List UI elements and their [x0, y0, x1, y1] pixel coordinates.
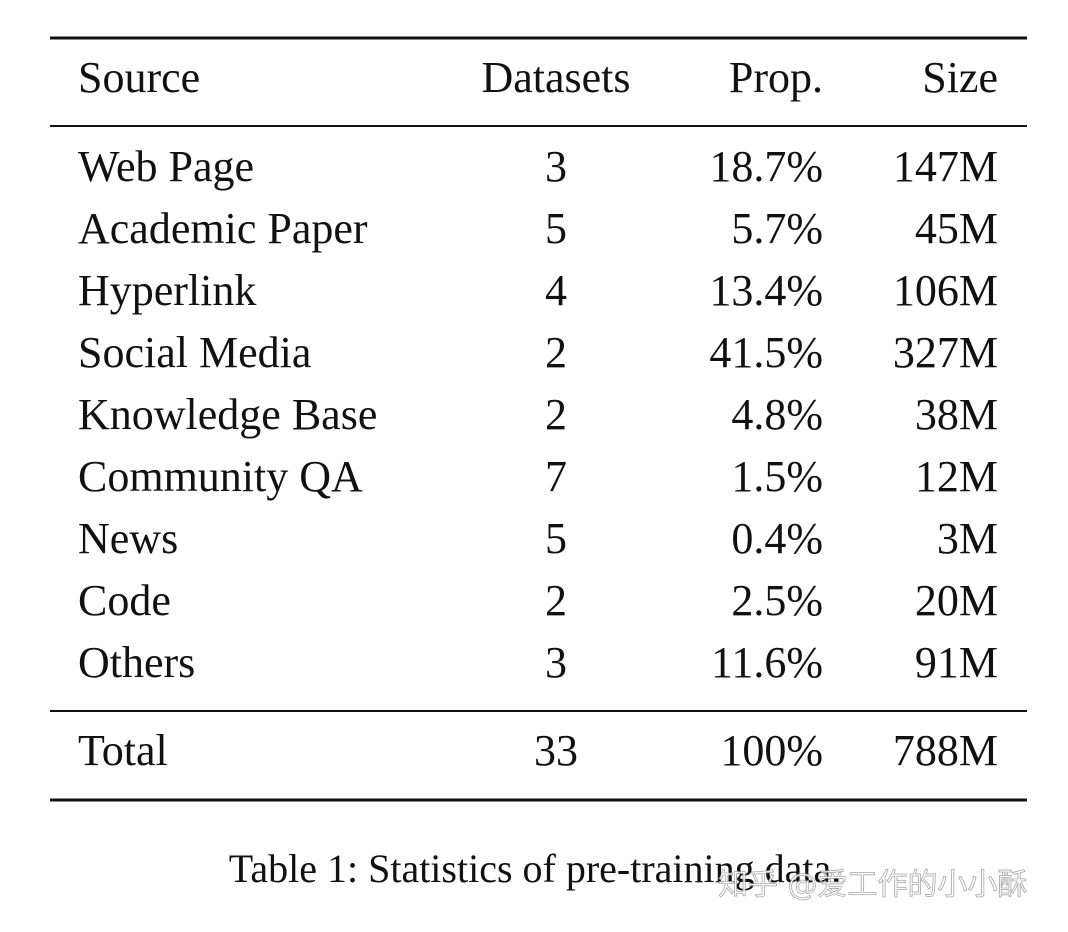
table-cell: 1.5% [731, 452, 823, 501]
table-cell: 0.4% [731, 514, 823, 563]
table-cell: 13.4% [709, 266, 823, 315]
table-cell: Code [78, 576, 171, 625]
table-cell: 3 [545, 638, 567, 687]
table-cell: 2.5% [731, 576, 823, 625]
table-cell: Social Media [78, 328, 311, 377]
table-cell: Others [78, 638, 195, 687]
table-cell: 91M [915, 638, 998, 687]
table-cell: 4.8% [731, 390, 823, 439]
table-cell: 2 [545, 328, 567, 377]
table-cell: Knowledge Base [78, 390, 377, 439]
table-cell: 2 [545, 576, 567, 625]
table-cell: 5 [545, 204, 567, 253]
table-cell: 12M [915, 452, 998, 501]
table-cell: 5.7% [731, 204, 823, 253]
table-cell: 45M [915, 204, 998, 253]
header-cell: Size [922, 53, 998, 102]
header-cell: Prop. [729, 53, 823, 102]
table-cell: 18.7% [709, 142, 823, 191]
caption: Table 1: Statistics of pre-training data… [229, 846, 842, 891]
table-cell: Community QA [78, 452, 363, 501]
table-cell: 327M [893, 328, 998, 377]
table-cell: 106M [893, 266, 998, 315]
table-cell: 20M [915, 576, 998, 625]
header-cell: Source [78, 53, 200, 102]
table-cell: 2 [545, 390, 567, 439]
table-cell: 5 [545, 514, 567, 563]
table-cell: 147M [893, 142, 998, 191]
table-cell: Web Page [78, 142, 254, 191]
table-cell: 11.6% [711, 638, 823, 687]
table-cell: 4 [545, 266, 567, 315]
table-cell: 41.5% [709, 328, 823, 377]
total-cell: 100% [720, 726, 823, 775]
table-cell: Academic Paper [78, 204, 368, 253]
total-cell: 788M [893, 726, 998, 775]
total-cell: 33 [534, 726, 578, 775]
table-cell: News [78, 514, 178, 563]
table-cell: 38M [915, 390, 998, 439]
total-cell: Total [78, 726, 168, 775]
table-cell: 3 [545, 142, 567, 191]
watermark: 知乎 @爱工作的小小酥 [718, 868, 1028, 903]
table-cell: 7 [545, 452, 567, 501]
table-cell: Hyperlink [78, 266, 256, 315]
header-cell: Datasets [481, 53, 630, 102]
table-cell: 3M [937, 514, 998, 563]
